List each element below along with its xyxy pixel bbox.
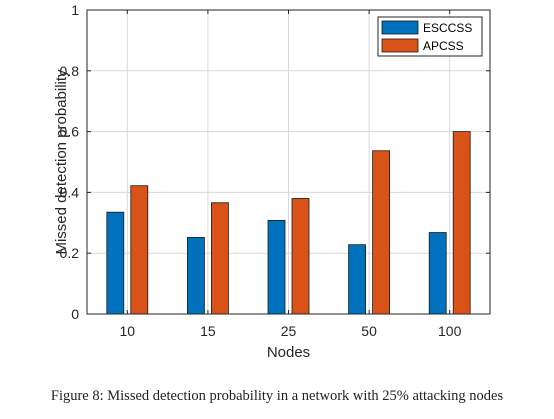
- bar-esccss-50: [348, 244, 367, 315]
- x-tick-label: 15: [200, 323, 216, 339]
- legend: ESCCSS APCSS: [377, 16, 483, 57]
- bar-esccss-25: [267, 219, 286, 315]
- y-tick-label: 0.4: [60, 184, 80, 200]
- y-tick-label: 0.2: [60, 245, 80, 261]
- legend-label-apcss: APCSS: [423, 39, 464, 53]
- bar-esccss-10: [106, 211, 125, 315]
- y-tick-label: 0: [71, 306, 79, 322]
- bar-apcss-100: [452, 131, 471, 315]
- bar-apcss-50: [372, 150, 391, 315]
- y-tick-label: 1: [71, 2, 79, 18]
- x-tick-label: 25: [281, 323, 297, 339]
- legend-label-esccss: ESCCSS: [423, 21, 472, 35]
- figure-caption: Figure 8: Missed detection probability i…: [50, 388, 504, 404]
- bar-esccss-15: [186, 236, 205, 315]
- x-tick-label: 10: [120, 323, 136, 339]
- ticks: 0 0.2 0.4 0.6 0.8 1 10 15 25 50 100: [60, 2, 490, 339]
- y-tick-label: 0.6: [60, 124, 80, 140]
- bar-apcss-10: [130, 185, 149, 315]
- x-tick-label: 100: [438, 323, 462, 339]
- bar-apcss-15: [210, 202, 229, 315]
- bar-chart: 0 0.2 0.4 0.6 0.8 1 10 15 25 50 100 Missed detecti…: [53, 2, 491, 361]
- x-axis-label: Nodes: [267, 344, 310, 361]
- legend-swatch-esccss: [381, 20, 419, 35]
- bar-esccss-100: [428, 232, 447, 315]
- bar-apcss-25: [291, 198, 310, 315]
- legend-swatch-apcss: [381, 38, 419, 53]
- x-tick-label: 50: [361, 323, 377, 339]
- y-axis-label: Missed detection probability: [53, 69, 70, 255]
- grid-lines: [87, 9, 490, 315]
- y-tick-label: 0.8: [60, 63, 80, 79]
